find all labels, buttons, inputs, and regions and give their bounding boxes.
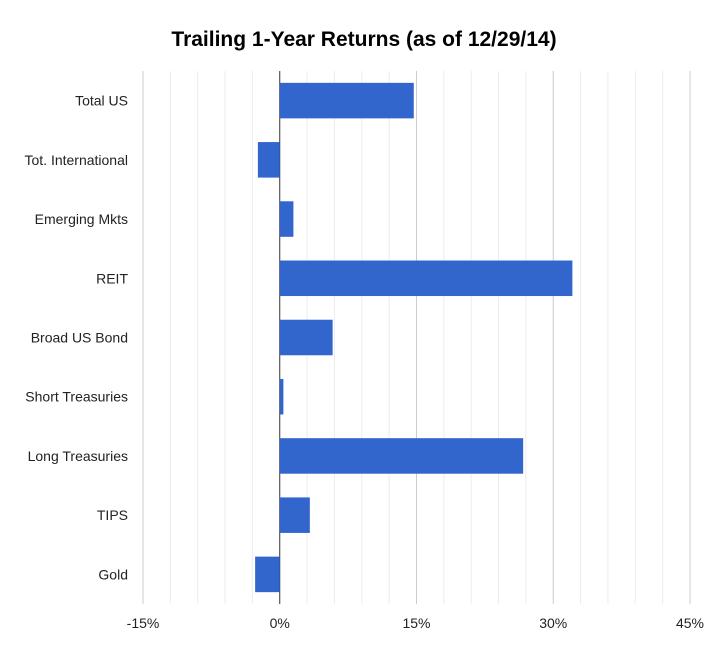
bar-gold [255,556,280,593]
chart-title: Trailing 1-Year Returns (as of 12/29/14) [171,28,556,51]
gridlines [142,71,691,604]
category-label-short-treasuries: Short Treasuries [25,389,128,405]
category-label-gold: Gold [98,566,128,582]
bar-emerging-mkts [279,201,294,237]
bars [255,82,573,593]
bar-short-treasuries [279,378,284,415]
bar-broad-us-bond [279,319,333,356]
bar-tips [279,497,310,533]
x-tick-label: 45% [676,615,704,631]
category-label-tips: TIPS [97,507,128,523]
category-label-reit: REIT [96,270,128,286]
category-labels: Total US Tot. International Emerging Mkts R… [24,93,128,583]
category-label-tot-international: Tot. International [24,152,128,168]
x-tick-label: 0% [270,615,290,631]
x-tick-label: -15% [127,615,160,631]
category-label-broad-us-bond: Broad US Bond [31,330,128,346]
x-tick-label: 30% [539,615,567,631]
x-axis-tick-labels: -15% 0% 15% 30% 45% [127,615,704,631]
bar-long-treasuries [279,438,524,474]
category-label-long-treasuries: Long Treasuries [28,448,128,464]
x-tick-label: 15% [402,615,430,631]
bar-total-us [279,82,414,119]
category-label-total-us: Total US [75,93,128,109]
category-label-emerging-mkts: Emerging Mkts [35,211,128,227]
bar-tot-international [257,142,280,178]
bar-reit [279,260,573,297]
